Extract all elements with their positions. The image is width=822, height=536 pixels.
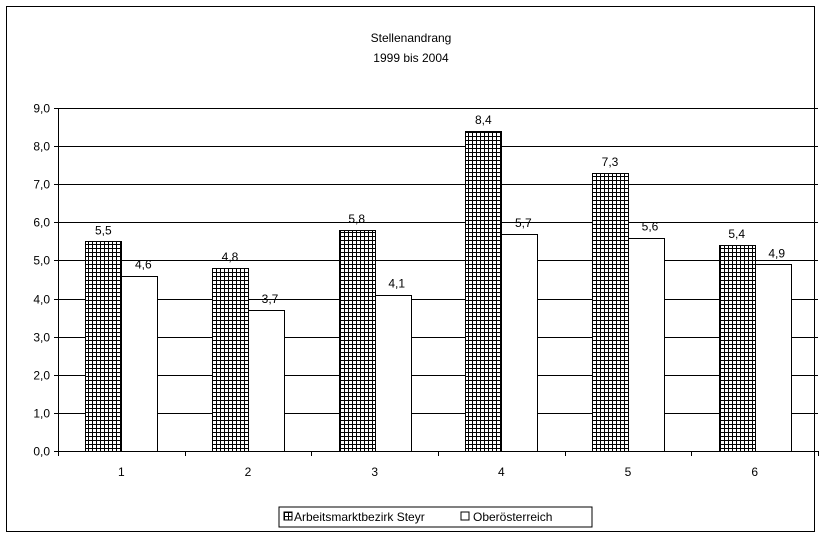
y-tick-labels: 0,0 1,0 2,0 3,0 4,0 5,0 6,0 7,0 8,0 9,0 bbox=[33, 102, 50, 459]
bar-ooe-2 bbox=[248, 310, 285, 452]
legend-box bbox=[278, 506, 593, 528]
y-tick-label: 7,0 bbox=[33, 178, 50, 192]
data-label-steyr-1: 5,5 bbox=[95, 223, 112, 237]
x-tick-label: 6 bbox=[751, 465, 758, 479]
bar-ooe-3 bbox=[375, 295, 412, 452]
legend-swatch-ooe bbox=[460, 511, 470, 521]
bar-steyr-2 bbox=[212, 268, 249, 452]
data-label-ooe-5: 5,6 bbox=[642, 220, 659, 234]
data-label-steyr-6: 5,4 bbox=[728, 227, 745, 241]
bars bbox=[85, 131, 792, 452]
x-tick-label: 3 bbox=[371, 465, 378, 479]
x-tick-labels: 1 2 3 4 5 6 bbox=[118, 465, 758, 479]
y-tick-label: 9,0 bbox=[33, 102, 50, 116]
data-label-ooe-3: 4,1 bbox=[388, 277, 405, 291]
y-tick-label: 3,0 bbox=[33, 331, 50, 345]
bar-ooe-6 bbox=[755, 264, 792, 452]
bar-steyr-5 bbox=[592, 173, 629, 452]
y-tick-label: 6,0 bbox=[33, 216, 50, 230]
legend-label-ooe: Oberösterreich bbox=[473, 510, 552, 524]
y-tick-label: 5,0 bbox=[33, 254, 50, 268]
x-tick-label: 5 bbox=[625, 465, 632, 479]
gridlines bbox=[58, 108, 818, 414]
data-label-ooe-2: 3,7 bbox=[262, 292, 279, 306]
data-label-steyr-2: 4,8 bbox=[222, 250, 239, 264]
data-label-ooe-4: 5,7 bbox=[515, 216, 532, 230]
data-label-steyr-5: 7,3 bbox=[602, 155, 619, 169]
y-tick-label: 1,0 bbox=[33, 407, 50, 421]
y-tick-label: 8,0 bbox=[33, 140, 50, 154]
data-label-ooe-1: 4,6 bbox=[135, 258, 152, 272]
legend-label-steyr: Arbeitsmarktbezirk Steyr bbox=[294, 510, 425, 524]
bar-steyr-3 bbox=[339, 230, 376, 452]
bar-ooe-4 bbox=[501, 234, 538, 452]
x-tick-label: 1 bbox=[118, 465, 125, 479]
legend: Arbeitsmarktbezirk Steyr Oberösterreich bbox=[278, 506, 593, 528]
y-tick-label: 2,0 bbox=[33, 369, 50, 383]
bar-steyr-6 bbox=[719, 245, 756, 452]
chart-title: Stellenandrang bbox=[371, 31, 452, 45]
data-labels: 5,5 4,6 4,8 3,7 5,8 4,1 8,4 5,7 7,3 5,6 5,4 4,9 bbox=[95, 113, 785, 306]
axes bbox=[54, 108, 819, 456]
data-label-steyr-3: 5,8 bbox=[348, 212, 365, 226]
bar-ooe-5 bbox=[628, 238, 665, 452]
y-tick-label: 0,0 bbox=[33, 445, 50, 459]
data-label-ooe-6: 4,9 bbox=[768, 246, 785, 260]
y-tick-label: 4,0 bbox=[33, 293, 50, 307]
chart-subtitle: 1999 bis 2004 bbox=[373, 51, 449, 65]
bar-ooe-1 bbox=[121, 276, 158, 452]
legend-swatch-steyr bbox=[283, 511, 293, 521]
data-label-steyr-4: 8,4 bbox=[475, 113, 492, 127]
x-tick-label: 4 bbox=[498, 465, 505, 479]
bar-steyr-4 bbox=[465, 131, 502, 452]
bar-steyr-1 bbox=[85, 241, 122, 452]
x-tick-label: 2 bbox=[245, 465, 252, 479]
